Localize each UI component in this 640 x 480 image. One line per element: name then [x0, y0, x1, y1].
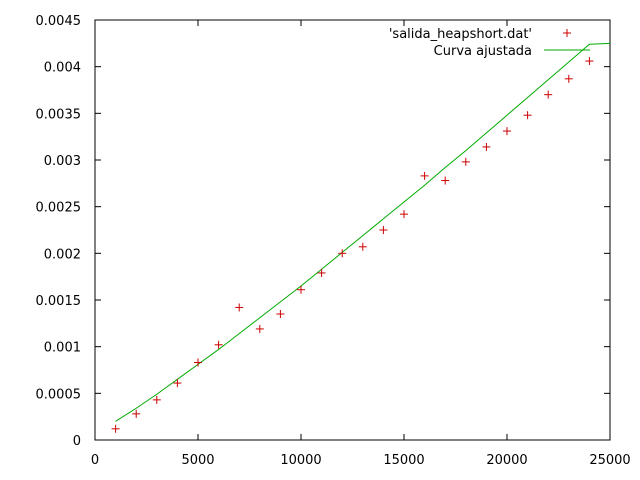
x-tick-label: 0	[91, 453, 99, 468]
data-point	[482, 142, 491, 151]
data-point	[544, 90, 553, 99]
data-point	[297, 285, 305, 294]
y-tick-label: 0.0025	[36, 201, 82, 216]
y-tick-label: 0.003	[44, 154, 81, 169]
y-tick-label: 0.001	[44, 341, 81, 356]
data-point	[379, 226, 388, 234]
y-tick-label: 0.0005	[36, 387, 82, 402]
data-point	[276, 310, 285, 318]
axes	[94, 19, 611, 441]
legend-label-line: Curva ajustada	[434, 44, 532, 59]
fit-curve-line	[115, 42, 611, 422]
data-point	[420, 171, 429, 180]
data-point	[152, 395, 161, 404]
x-tick-label: 15000	[383, 453, 424, 468]
data-point	[585, 57, 594, 66]
data-point	[564, 74, 573, 83]
x-tick-label: 10000	[280, 453, 321, 468]
data-point	[358, 242, 367, 251]
data-point	[132, 409, 141, 418]
data-points-series	[111, 57, 594, 433]
y-tick-label: 0.0015	[36, 294, 82, 309]
data-point	[523, 111, 532, 120]
x-tick-label: 20000	[486, 453, 527, 468]
x-tick-labels: 0 5000 10000 15000 20000 25000	[91, 453, 631, 468]
data-point	[338, 249, 347, 258]
tick-marks	[94, 19, 611, 441]
y-tick-label: 0.002	[44, 247, 81, 262]
data-point	[214, 340, 223, 349]
data-point	[255, 324, 264, 333]
plot-frame	[94, 19, 611, 441]
legend-plus-marker	[563, 29, 571, 37]
fit-curve-series	[115, 42, 611, 422]
data-point	[173, 379, 182, 388]
data-point	[111, 424, 120, 433]
y-tick-label: 0.004	[44, 61, 81, 76]
data-point	[461, 157, 470, 166]
y-tick-labels: 0 0.0005 0.001 0.0015 0.002 0.0025 0.003 0.0035…	[36, 14, 82, 449]
data-point	[317, 268, 326, 277]
data-point	[503, 127, 511, 136]
legend: 'salida_heapshort.dat' Curva ajustada	[389, 27, 590, 59]
data-point	[194, 358, 202, 367]
data-point	[235, 303, 244, 312]
data-point	[441, 176, 450, 185]
legend-marker-points	[563, 29, 571, 37]
y-tick-label: 0.0035	[36, 107, 82, 122]
y-tick-label: 0.0045	[36, 14, 82, 29]
legend-label-points: 'salida_heapshort.dat'	[389, 27, 532, 42]
x-tick-label: 25000	[589, 453, 630, 468]
x-tick-label: 5000	[181, 453, 214, 468]
y-tick-label: 0	[73, 434, 81, 449]
data-point	[400, 210, 408, 219]
